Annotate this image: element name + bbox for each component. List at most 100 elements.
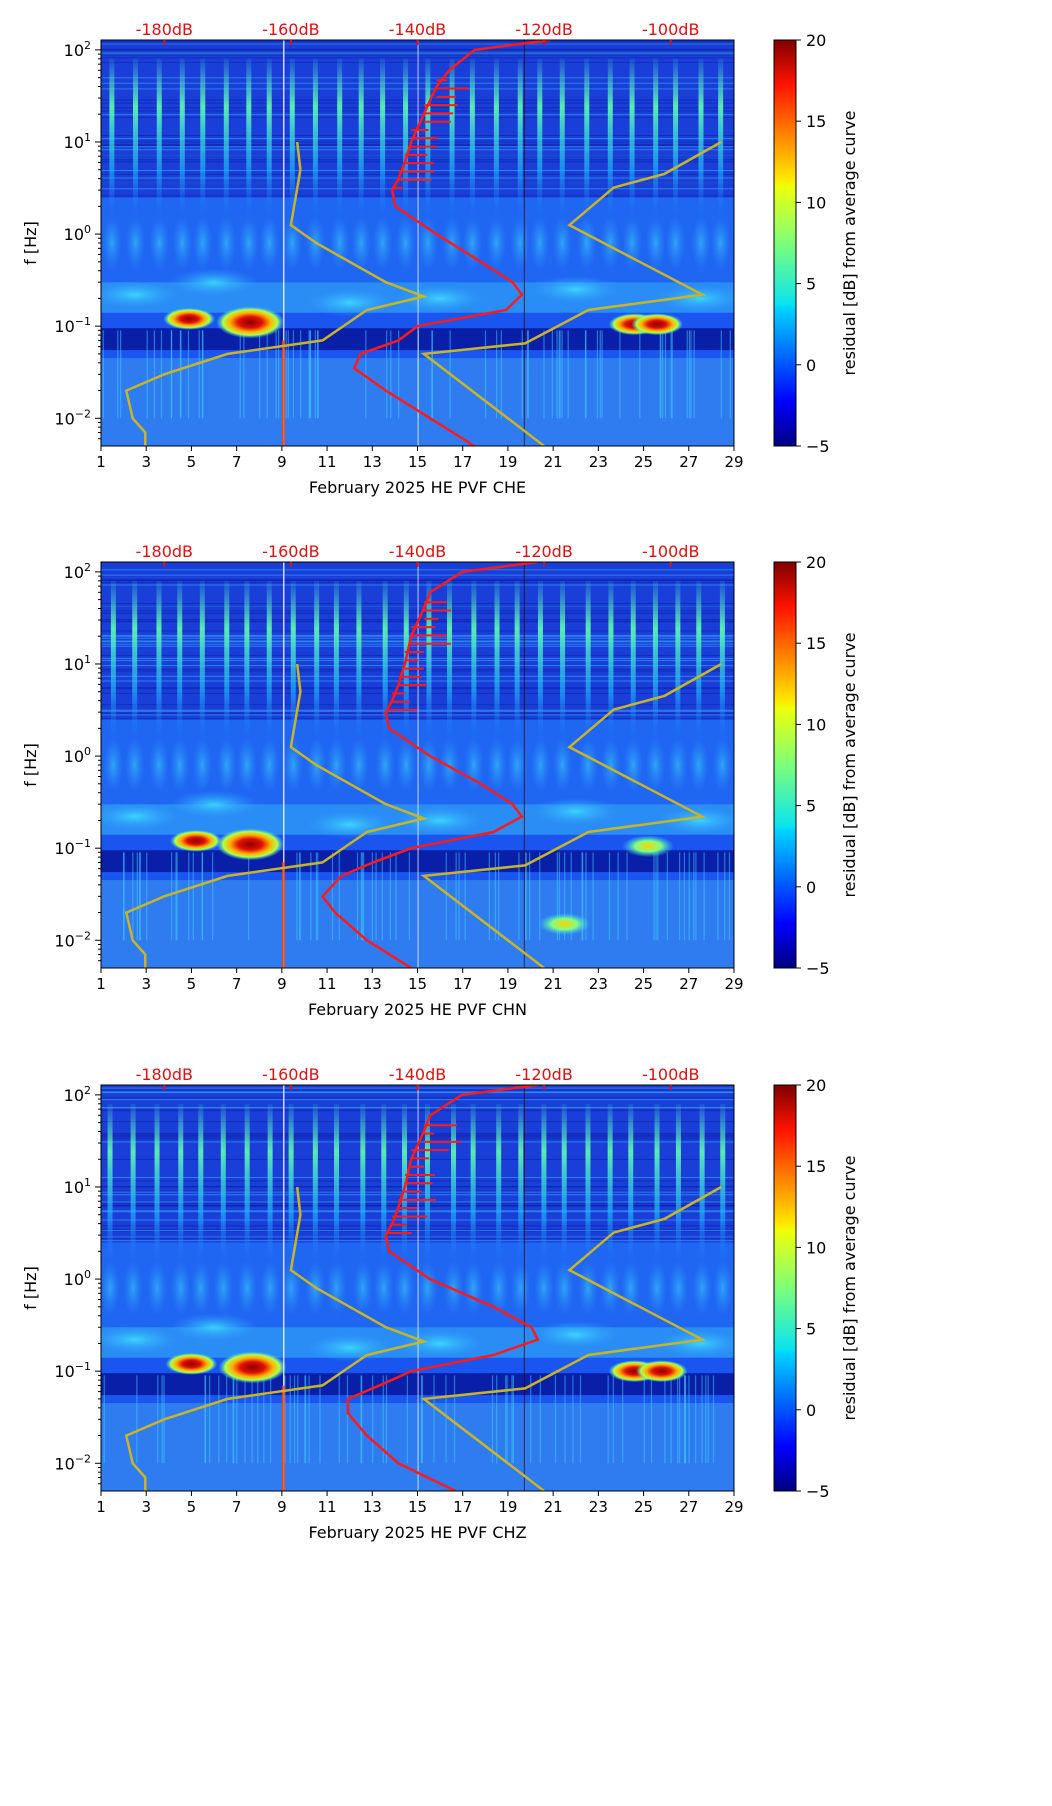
diurnal-streak xyxy=(696,580,702,740)
y-axis-label: f [Hz] xyxy=(21,1266,40,1310)
diurnal-glow xyxy=(530,737,551,793)
diurnal-streak xyxy=(360,1103,366,1263)
x-tick-label: 11 xyxy=(318,453,337,471)
transient-streak xyxy=(251,1375,253,1464)
low-noise-model-curve xyxy=(124,141,429,446)
diurnal-streak xyxy=(514,580,520,740)
transient-streak xyxy=(728,852,731,941)
transient-streak xyxy=(275,330,277,419)
diurnal-glow xyxy=(237,1260,258,1316)
diurnal-glow xyxy=(283,737,304,793)
transient-streak xyxy=(360,852,362,941)
diurnal-streak xyxy=(312,1103,318,1263)
transient-streak xyxy=(690,330,692,419)
transient-streak xyxy=(599,330,601,419)
transient-streak xyxy=(317,852,319,941)
diurnal-glow xyxy=(600,737,621,793)
transient-streak xyxy=(707,1375,709,1464)
diurnal-streak xyxy=(381,1103,387,1263)
transient-streak xyxy=(310,852,312,941)
transient-streak xyxy=(662,330,664,419)
transient-streak xyxy=(338,1375,340,1464)
x-tick-label: 5 xyxy=(187,1498,197,1516)
diurnal-glow xyxy=(192,215,213,271)
transient-streak xyxy=(170,330,173,419)
transient-streak xyxy=(564,852,566,941)
diurnal-streak xyxy=(537,58,543,218)
colorbar-tick-label: 5 xyxy=(806,275,816,294)
transient-streak xyxy=(284,1375,286,1464)
transient-streak xyxy=(526,330,529,419)
diurnal-streak xyxy=(469,58,475,218)
transient-streak xyxy=(365,330,367,419)
microseism-glow xyxy=(304,1333,395,1362)
y-tick-exponent: 2 xyxy=(84,1084,91,1097)
y-tick-label: 10−1 xyxy=(54,1360,91,1381)
y-tick-label: 10−1 xyxy=(54,837,91,858)
colorbar-label: residual [dB] from average curve xyxy=(840,633,859,898)
event-line xyxy=(281,1385,285,1491)
transient-streak xyxy=(300,330,302,419)
diurnal-streak xyxy=(470,1103,476,1263)
residual-hotspot xyxy=(622,835,675,858)
transient-streak xyxy=(666,852,668,941)
diurnal-streak xyxy=(493,58,499,218)
diurnal-glow xyxy=(326,737,347,793)
transient-streak xyxy=(299,852,301,941)
transient-streak xyxy=(521,330,523,419)
diurnal-glow xyxy=(216,215,237,271)
diurnal-streak xyxy=(496,1103,502,1263)
transient-streak xyxy=(539,1375,541,1464)
diurnal-glow xyxy=(260,1260,281,1316)
x-tick-label: 7 xyxy=(232,453,242,471)
x-tick-label: 5 xyxy=(187,453,197,471)
diurnal-streak xyxy=(267,1103,273,1263)
diurnal-glow xyxy=(147,1260,168,1316)
transient-streak xyxy=(494,852,497,941)
db-tick-label: -100dB xyxy=(642,542,699,561)
diurnal-glow xyxy=(710,215,731,271)
db-axis: -180dB -160dB -140dB -120dB -100dB xyxy=(136,1065,699,1090)
diurnal-glow xyxy=(647,1260,668,1316)
y-tick-base: 10 xyxy=(64,563,84,582)
diurnal-glow xyxy=(148,737,169,793)
db-tick-label: -120dB xyxy=(515,1065,572,1084)
transient-streak xyxy=(518,852,520,941)
colorbar-tick-label: 15 xyxy=(806,1157,826,1176)
transient-streak xyxy=(146,852,148,941)
transient-streak xyxy=(684,1375,687,1464)
x-tick-label: 15 xyxy=(408,975,427,993)
transient-streak xyxy=(453,1375,456,1464)
transient-streak xyxy=(693,852,695,941)
diurnal-streak xyxy=(518,1103,524,1263)
colorbar-label: residual [dB] from average curve xyxy=(840,111,859,376)
transient-streak xyxy=(362,852,365,941)
diurnal-streak xyxy=(290,580,296,740)
x-tick-label: 19 xyxy=(498,1498,517,1516)
diurnal-streak xyxy=(246,58,252,218)
transient-streak xyxy=(204,1375,206,1464)
colorbar-tick-label: 20 xyxy=(806,553,826,572)
diurnal-glow xyxy=(488,1260,509,1316)
gap-line xyxy=(417,562,419,968)
transient-streak xyxy=(257,1375,259,1464)
diurnal-streak xyxy=(471,580,477,740)
y-tick-label: 101 xyxy=(64,653,91,674)
colorbar-tick-label: −5 xyxy=(806,959,830,978)
transient-streak xyxy=(192,852,194,941)
colorbar-tick-label: 10 xyxy=(806,193,826,212)
transient-streak xyxy=(688,330,690,419)
transient-streak xyxy=(561,330,563,419)
x-tick-label: 23 xyxy=(589,975,608,993)
transient-streak xyxy=(408,852,410,941)
transient-streak xyxy=(670,330,672,419)
transient-streak xyxy=(720,330,722,419)
microseism-glow xyxy=(101,802,180,831)
transient-streak xyxy=(297,1375,299,1464)
microseism-glow xyxy=(304,810,395,839)
transient-streak xyxy=(529,852,531,941)
transient-streak xyxy=(244,1375,246,1464)
x-tick-label: 1 xyxy=(96,1498,106,1516)
